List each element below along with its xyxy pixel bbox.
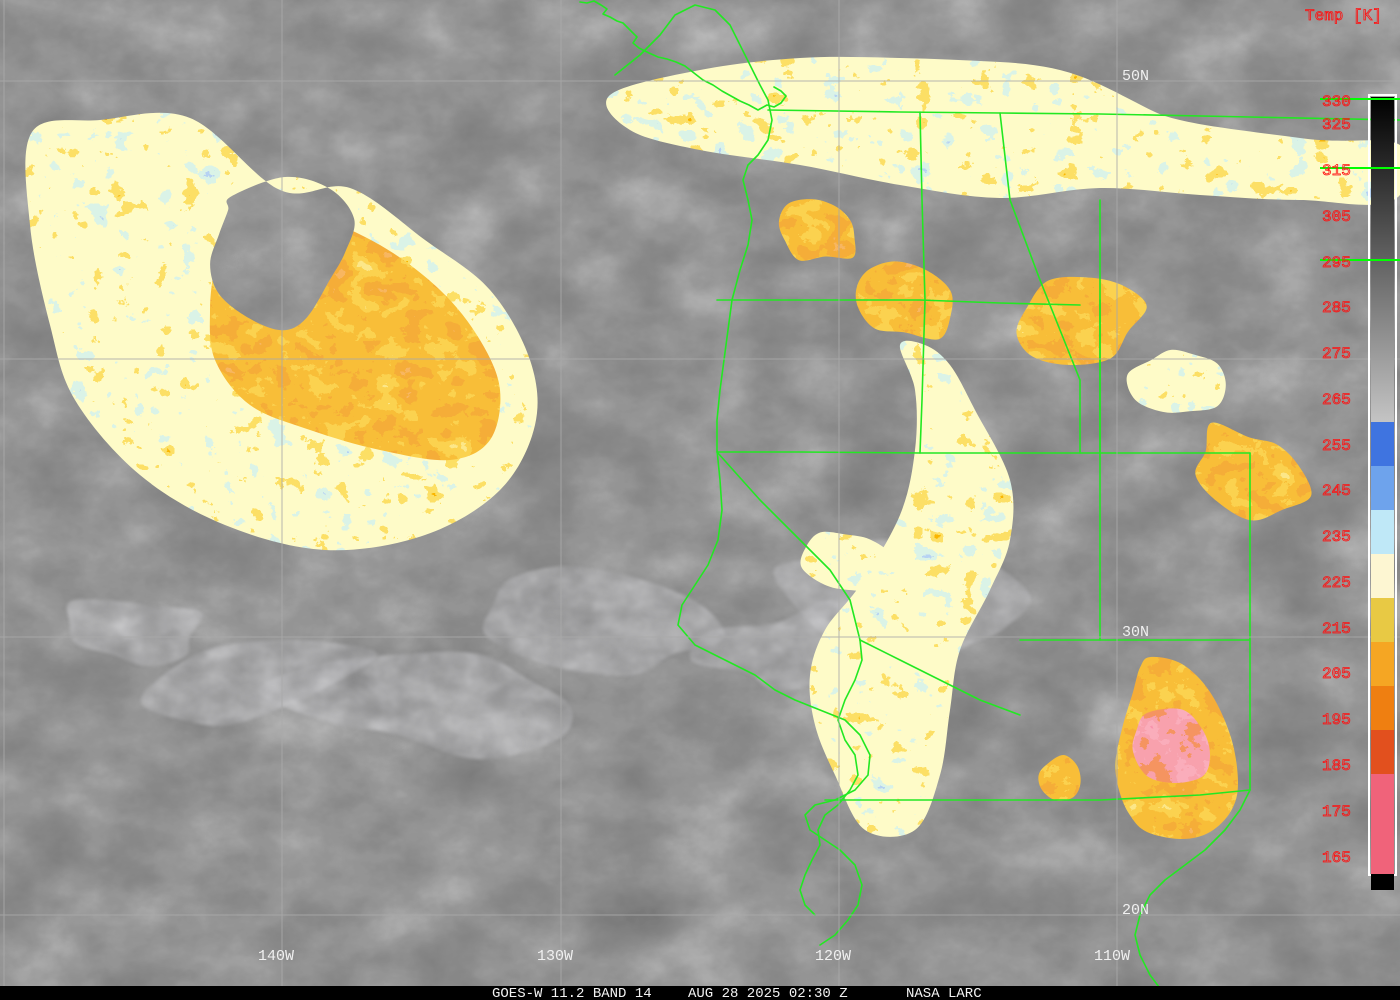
svg-text:AUG 28 2025 02:30 Z: AUG 28 2025 02:30 Z <box>688 986 848 1000</box>
svg-text:NASA LARC: NASA LARC <box>906 986 982 1000</box>
svg-text:265: 265 <box>1322 391 1351 409</box>
svg-text:235: 235 <box>1322 528 1351 546</box>
svg-text:255: 255 <box>1322 437 1351 455</box>
svg-text:165: 165 <box>1322 849 1351 867</box>
svg-text:20N: 20N <box>1122 902 1149 919</box>
svg-text:185: 185 <box>1322 757 1351 775</box>
svg-text:140W: 140W <box>258 948 294 965</box>
svg-text:205: 205 <box>1322 665 1351 683</box>
svg-text:325: 325 <box>1322 116 1351 134</box>
svg-text:30N: 30N <box>1122 624 1149 641</box>
svg-text:50N: 50N <box>1122 68 1149 85</box>
svg-text:285: 285 <box>1322 299 1351 317</box>
svg-text:330: 330 <box>1322 93 1351 111</box>
svg-text:275: 275 <box>1322 345 1351 363</box>
svg-text:305: 305 <box>1322 208 1351 226</box>
svg-text:245: 245 <box>1322 482 1351 500</box>
svg-text:295: 295 <box>1322 254 1351 272</box>
svg-text:195: 195 <box>1322 711 1351 729</box>
svg-text:215: 215 <box>1322 620 1351 638</box>
svg-text:225: 225 <box>1322 574 1351 592</box>
svg-text:110W: 110W <box>1094 948 1130 965</box>
svg-text:130W: 130W <box>537 948 573 965</box>
svg-text:GOES-W 11.2 BAND 14: GOES-W 11.2 BAND 14 <box>492 986 652 1000</box>
svg-text:315: 315 <box>1322 162 1351 180</box>
svg-text:175: 175 <box>1322 803 1351 821</box>
svg-text:120W: 120W <box>815 948 851 965</box>
svg-text:Temp [K]: Temp [K] <box>1305 7 1382 25</box>
